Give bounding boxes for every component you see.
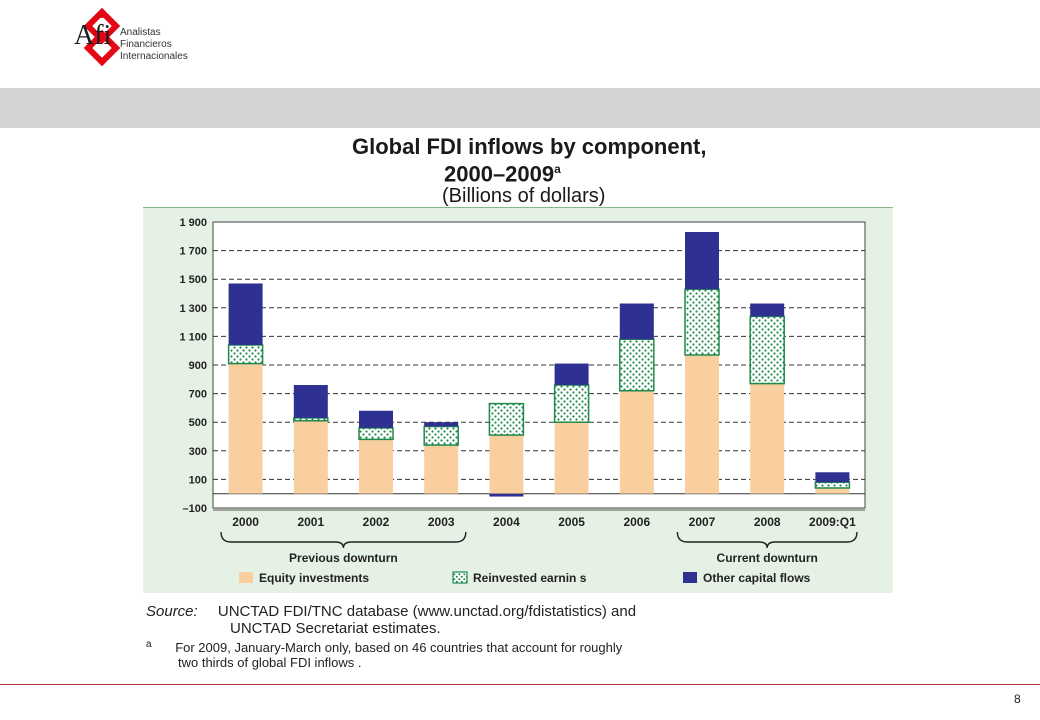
bar-equity-investments-2008 (750, 383, 785, 494)
bar-other-capital-flows-2006 (619, 303, 654, 340)
chart-title-units: (Billions of dollars) (442, 185, 606, 208)
chart-title-superscript: a (554, 162, 561, 176)
bar-equity-investments-2005 (554, 422, 589, 494)
legend-swatch (452, 571, 468, 584)
legend-swatch (683, 572, 697, 583)
legend-label: Equity investments (259, 571, 369, 585)
bar-equity-investments-2000 (228, 363, 263, 494)
footnote-line: two thirds of global FDI inflows . (178, 655, 362, 671)
annotation-layer: Previous downturn Current downturn (220, 531, 858, 565)
footer-divider (0, 684, 1040, 685)
bar-reinvested-earnin-s-2001 (293, 417, 329, 422)
y-tick-label: 100 (189, 474, 207, 486)
annotation-brace (220, 531, 467, 549)
bar-reinvested-earnin-s-2006 (619, 338, 655, 392)
bar-equity-investments-2006 (619, 390, 654, 494)
y-tick-label: 700 (189, 389, 207, 401)
bar-reinvested-earnin-s-2007 (684, 288, 720, 356)
bar-other-capital-flows-2004 (489, 493, 524, 497)
chart-footnote: a For 2009, January-March only, based on… (146, 637, 906, 670)
x-tick-label: 2007 (689, 515, 716, 529)
bar-layer (227, 232, 851, 497)
chart-panel: –100 100 300 500 700 900 1 100 1 300 1 500 1 700 1… (143, 207, 893, 593)
brand-subtitle: Analistas Financieros Internacionales (120, 27, 188, 63)
chart-title-line: 2000–2009a (352, 158, 872, 185)
brand-subtitle-line: Financieros (120, 39, 172, 50)
x-tick-label: 2003 (428, 515, 455, 529)
x-tick-label: 2002 (363, 515, 390, 529)
chart-source: Source: UNCTAD FDI/TNC database (www.unc… (146, 603, 906, 637)
y-tick-label: 300 (189, 446, 207, 458)
x-tick-label: 2005 (558, 515, 585, 529)
bar-reinvested-earnin-s-2005 (553, 384, 590, 423)
footnote-line: a For 2009, January-March only, based on… (146, 637, 906, 655)
bar-equity-investments-2009-q1 (815, 487, 850, 494)
bar-reinvested-earnin-s-2002 (358, 427, 394, 441)
x-tick-label: 2008 (754, 515, 781, 529)
y-tick-label: 1 900 (179, 217, 207, 229)
bar-other-capital-flows-2009-q1 (815, 472, 850, 483)
bar-other-capital-flows-2001 (293, 385, 328, 418)
bar-other-capital-flows-2007 (685, 232, 719, 290)
fdi-stacked-bar-chart: –100 100 300 500 700 900 1 100 1 300 1 500 1 700 1… (179, 217, 866, 585)
bar-other-capital-flows-2002 (359, 410, 393, 428)
legend-label: Reinvested earnin s (473, 571, 587, 585)
bar-other-capital-flows-2008 (750, 303, 785, 317)
bar-other-capital-flows-2000 (228, 283, 263, 345)
footnote-marker: a (146, 639, 152, 650)
y-tick-label: 1 300 (179, 303, 207, 315)
source-text: UNCTAD FDI/TNC database (www.unctad.org/… (217, 603, 637, 620)
footnote-text: For 2009, January-March only, based on 4… (175, 640, 623, 656)
bar-reinvested-earnin-s-2004 (488, 402, 525, 436)
bar-reinvested-earnin-s-2009-q1 (814, 481, 851, 489)
brand-subtitle-line: Internacionales (120, 51, 188, 62)
chart-title-years: 2000–2009 (444, 161, 555, 187)
legend-label: Other capital flows (703, 571, 811, 585)
afi-logo-mark (83, 7, 121, 67)
x-tick-label: 2000 (232, 515, 259, 529)
source-line: Source: UNCTAD FDI/TNC database (www.unc… (146, 603, 906, 620)
y-tick-label: –100 (183, 503, 207, 515)
header-band (0, 88, 1040, 128)
x-tick-label: 2001 (297, 515, 324, 529)
bar-equity-investments-2004 (489, 435, 524, 494)
chart-title: Global FDI inflows by component, 2000–20… (352, 134, 872, 208)
brand-subtitle-line: Analistas (120, 27, 161, 38)
bar-reinvested-earnin-s-2000 (227, 344, 264, 365)
y-tick-label: 1 700 (179, 246, 207, 258)
y-tick-label: 1 100 (179, 331, 207, 343)
source-line: UNCTAD Secretariat estimates. (230, 620, 441, 637)
bar-equity-investments-2007 (685, 354, 719, 494)
legend-swatch (239, 572, 253, 583)
x-tick-label: 2006 (623, 515, 650, 529)
y-tick-label: 1 500 (179, 274, 207, 286)
source-label: Source: (146, 603, 198, 620)
x-tick-label: 2009:Q1 (809, 515, 856, 529)
y-tick-label: 500 (189, 417, 207, 429)
chart-title-line: Global FDI inflows by component, (352, 134, 707, 159)
bar-reinvested-earnin-s-2008 (749, 315, 785, 385)
bar-equity-investments-2001 (293, 420, 328, 494)
bar-reinvested-earnin-s-2003 (423, 425, 459, 446)
brand-name: Afi (74, 20, 112, 51)
bar-equity-investments-2002 (359, 439, 393, 494)
bar-equity-investments-2003 (424, 445, 459, 494)
axis-layer: –100 100 300 500 700 900 1 100 1 300 1 500 1 700 1… (179, 217, 207, 515)
x-axis-labels: 2000 2001 2002 2003 2004 2005 2006 2007 2008 2009… (213, 509, 865, 529)
y-tick-label: 900 (189, 360, 207, 372)
page-number: 8 (1014, 692, 1021, 706)
bar-other-capital-flows-2005 (554, 363, 589, 386)
bar-other-capital-flows-2003 (424, 422, 459, 427)
legend: Equity investments Reinvested earnin s Oth… (239, 571, 811, 585)
x-tick-label: 2004 (493, 515, 520, 529)
annotation-label: Previous downturn (289, 551, 398, 565)
annotation-label: Current downturn (717, 551, 818, 565)
annotation-brace (676, 531, 858, 549)
